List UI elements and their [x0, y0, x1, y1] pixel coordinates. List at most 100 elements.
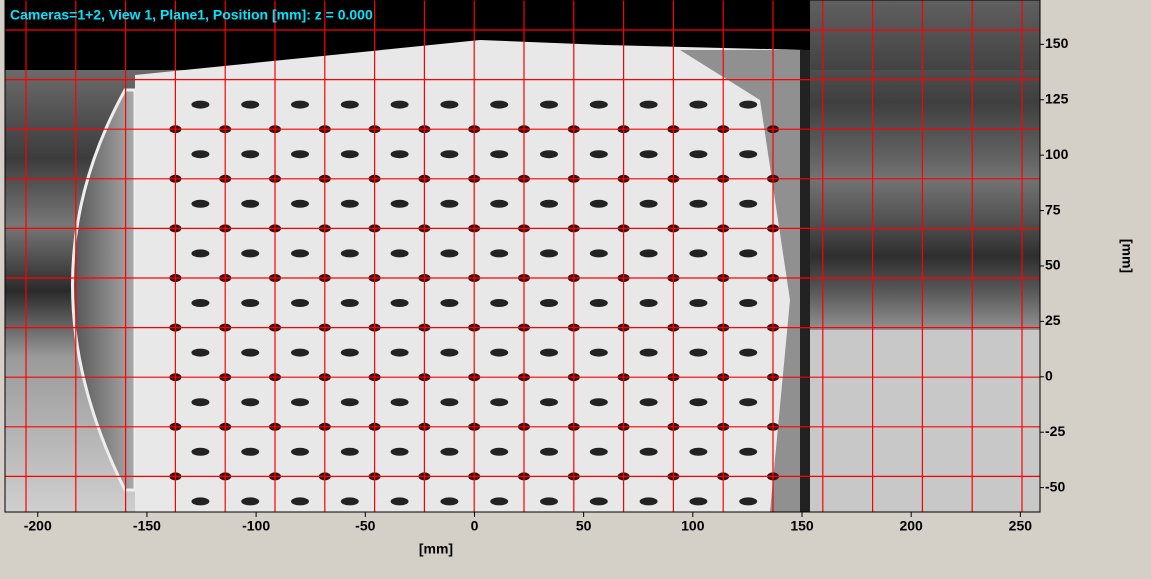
- target-dot: [490, 349, 508, 357]
- target-dot: [291, 299, 309, 307]
- y-tick-label: 75: [1045, 201, 1061, 217]
- target-dot: [291, 200, 309, 208]
- target-dot: [391, 497, 409, 505]
- target-dot: [440, 497, 458, 505]
- target-dot: [540, 349, 558, 357]
- target-dot: [440, 150, 458, 158]
- target-dot: [490, 497, 508, 505]
- target-dot: [490, 200, 508, 208]
- target-dot: [241, 200, 259, 208]
- target-dot: [739, 200, 757, 208]
- target-dot: [640, 497, 658, 505]
- y-tick-label: -50: [1045, 478, 1065, 494]
- target-dot: [739, 497, 757, 505]
- target-dot: [590, 299, 608, 307]
- target-dot: [540, 299, 558, 307]
- target-dot: [490, 448, 508, 456]
- target-dot: [689, 349, 707, 357]
- image-right-light: [810, 330, 1040, 512]
- target-dot: [739, 448, 757, 456]
- target-dot: [291, 249, 309, 257]
- target-dot: [739, 349, 757, 357]
- target-dot: [341, 349, 359, 357]
- target-dot: [689, 398, 707, 406]
- x-tick-label: -150: [133, 518, 161, 534]
- target-dot: [440, 299, 458, 307]
- target-dot: [241, 349, 259, 357]
- target-dot: [590, 497, 608, 505]
- target-dot: [341, 249, 359, 257]
- target-dot: [739, 398, 757, 406]
- target-dot: [291, 448, 309, 456]
- target-dot: [241, 448, 259, 456]
- y-tick-label: 150: [1045, 35, 1069, 51]
- target-dot: [540, 448, 558, 456]
- chart: Cameras=1+2, View 1, Plane1, Position [m…: [0, 0, 1151, 579]
- target-dot: [640, 101, 658, 109]
- target-dot: [590, 448, 608, 456]
- target-dot: [341, 299, 359, 307]
- target-dot: [241, 299, 259, 307]
- target-dot: [689, 497, 707, 505]
- target-dot: [391, 299, 409, 307]
- target-dot: [739, 101, 757, 109]
- target-dot: [640, 150, 658, 158]
- x-tick-label: 100: [681, 518, 705, 534]
- target-dot: [540, 497, 558, 505]
- target-dot: [191, 299, 209, 307]
- target-dot: [391, 349, 409, 357]
- x-tick-label: 200: [899, 518, 923, 534]
- target-dot: [540, 249, 558, 257]
- y-tick-label: 50: [1045, 257, 1061, 273]
- target-dot: [291, 497, 309, 505]
- target-dot: [640, 349, 658, 357]
- target-dot: [191, 150, 209, 158]
- x-tick-label: 250: [1009, 518, 1033, 534]
- target-dot: [640, 398, 658, 406]
- target-dot: [341, 398, 359, 406]
- target-dot: [689, 101, 707, 109]
- target-dot: [640, 200, 658, 208]
- target-dot: [341, 101, 359, 109]
- target-dot: [241, 497, 259, 505]
- target-dot: [440, 448, 458, 456]
- target-dot: [640, 448, 658, 456]
- target-dot: [191, 101, 209, 109]
- y-axis-label: [mm]: [1119, 239, 1135, 273]
- y-tick-label: 125: [1045, 90, 1069, 106]
- target-dot: [640, 299, 658, 307]
- target-dot: [440, 249, 458, 257]
- target-dot: [490, 101, 508, 109]
- target-dot: [391, 101, 409, 109]
- target-dot: [590, 249, 608, 257]
- target-dot: [291, 398, 309, 406]
- target-dot: [291, 101, 309, 109]
- x-tick-label: 0: [471, 518, 479, 534]
- target-dot: [590, 200, 608, 208]
- target-dot: [490, 398, 508, 406]
- image-title: Cameras=1+2, View 1, Plane1, Position [m…: [10, 7, 373, 23]
- target-dot: [689, 448, 707, 456]
- target-dot: [490, 249, 508, 257]
- target-dot: [341, 200, 359, 208]
- y-tick-label: 0: [1045, 367, 1053, 383]
- target-dot: [689, 299, 707, 307]
- target-dot: [391, 249, 409, 257]
- target-dot: [739, 150, 757, 158]
- target-dot: [590, 349, 608, 357]
- target-dot: [590, 150, 608, 158]
- target-dot: [689, 150, 707, 158]
- target-dot: [191, 398, 209, 406]
- target-dot: [291, 150, 309, 158]
- target-dot: [689, 200, 707, 208]
- target-dot: [191, 497, 209, 505]
- target-dot: [440, 200, 458, 208]
- y-tick-label: -25: [1045, 423, 1065, 439]
- target-dot: [241, 150, 259, 158]
- target-dot: [590, 101, 608, 109]
- target-dot: [540, 398, 558, 406]
- target-dot: [490, 150, 508, 158]
- target-dot: [191, 448, 209, 456]
- y-tick-label: 25: [1045, 312, 1061, 328]
- target-dot: [640, 249, 658, 257]
